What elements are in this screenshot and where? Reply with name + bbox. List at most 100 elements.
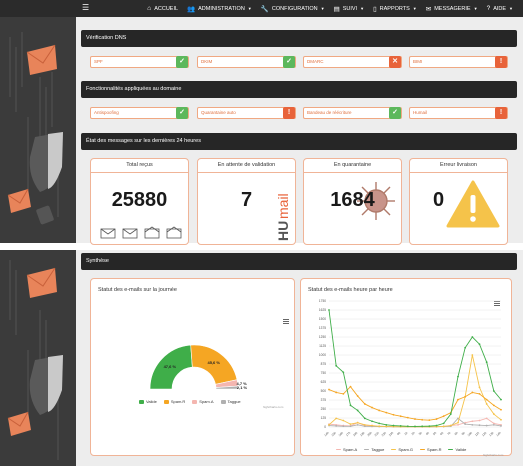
- legend-item[interactable]: Valide: [448, 447, 466, 452]
- data-point[interactable]: [457, 398, 459, 401]
- data-point[interactable]: [471, 391, 474, 394]
- data-point[interactable]: [428, 419, 431, 422]
- data-point[interactable]: [492, 422, 495, 425]
- data-point[interactable]: [457, 375, 459, 378]
- data-point[interactable]: [464, 395, 467, 398]
- data-point[interactable]: [414, 425, 416, 428]
- data-point[interactable]: [392, 413, 395, 416]
- legend-item[interactable]: Spam.R: [163, 399, 185, 404]
- data-point[interactable]: [471, 336, 474, 338]
- donut-slice-taggue[interactable]: [215, 385, 239, 390]
- legend-item[interactable]: Spam.R: [420, 447, 441, 452]
- data-point[interactable]: [385, 425, 388, 428]
- data-point[interactable]: [363, 425, 366, 428]
- data-point[interactable]: [485, 424, 488, 427]
- data-point[interactable]: [478, 424, 481, 427]
- data-point[interactable]: [442, 425, 445, 428]
- data-point[interactable]: [449, 413, 452, 415]
- data-point[interactable]: [421, 418, 424, 421]
- data-point[interactable]: [435, 424, 438, 427]
- legend-item[interactable]: Spam.A: [192, 399, 214, 404]
- data-point[interactable]: [335, 391, 338, 394]
- data-point[interactable]: [442, 415, 445, 418]
- data-point[interactable]: [500, 425, 502, 427]
- feature-humail[interactable]: Humail!: [409, 107, 508, 119]
- data-point[interactable]: [485, 398, 488, 401]
- series-line-spamr[interactable]: [328, 385, 502, 421]
- nav-item-aide[interactable]: ? AIDE ▼: [487, 5, 513, 12]
- data-point[interactable]: [399, 415, 402, 418]
- dns-check-spf[interactable]: SPF ✓: [90, 56, 189, 68]
- legend-item[interactable]: Valide: [139, 399, 157, 404]
- legend-item[interactable]: Taggue: [220, 399, 241, 404]
- legend-item[interactable]: Spam.A: [336, 447, 357, 452]
- data-point[interactable]: [492, 423, 495, 426]
- data-point[interactable]: [392, 424, 395, 427]
- data-point[interactable]: [457, 421, 459, 424]
- data-point[interactable]: [449, 424, 452, 427]
- data-point[interactable]: [442, 422, 445, 425]
- data-point[interactable]: [435, 418, 438, 420]
- data-point[interactable]: [478, 343, 481, 346]
- feature-bandeau-de-r-criture[interactable]: Bandeau de réécriture ✓: [303, 107, 402, 119]
- data-point[interactable]: [363, 417, 366, 420]
- data-point[interactable]: [471, 423, 474, 426]
- data-point[interactable]: [378, 425, 381, 428]
- nav-item-administration[interactable]: 👥 ADMINISTRATION ▼: [187, 5, 252, 13]
- data-point[interactable]: [349, 423, 352, 426]
- data-point[interactable]: [406, 416, 409, 419]
- data-point[interactable]: [492, 413, 495, 415]
- data-point[interactable]: [478, 392, 481, 395]
- chart-menu-icon[interactable]: [283, 319, 289, 324]
- dns-check-dkim[interactable]: DKIM ✓: [197, 56, 296, 68]
- data-point[interactable]: [349, 385, 352, 388]
- data-point[interactable]: [464, 421, 467, 424]
- legend-item[interactable]: Spam.G: [391, 447, 413, 452]
- data-point[interactable]: [363, 403, 366, 405]
- data-point[interactable]: [335, 364, 338, 367]
- data-point[interactable]: [464, 346, 467, 349]
- data-point[interactable]: [414, 418, 416, 420]
- nav-item-messagerie[interactable]: ✉ MESSAGERIE ▼: [426, 5, 478, 13]
- hamburger-menu-icon[interactable]: ☰: [82, 3, 90, 12]
- data-point[interactable]: [421, 425, 424, 428]
- data-point[interactable]: [335, 425, 338, 427]
- chart-menu-icon[interactable]: [494, 301, 500, 306]
- data-point[interactable]: [471, 420, 474, 423]
- data-point[interactable]: [385, 423, 388, 426]
- data-point[interactable]: [335, 417, 338, 420]
- data-point[interactable]: [478, 386, 481, 389]
- nav-item-accueil[interactable]: ⌂ ACCUEIL: [147, 5, 178, 12]
- data-point[interactable]: [492, 390, 495, 392]
- data-point[interactable]: [485, 403, 488, 405]
- feature-quarantaine-auto[interactable]: Quarantaine auto!: [197, 107, 296, 119]
- data-point[interactable]: [356, 395, 359, 397]
- data-point[interactable]: [328, 423, 330, 426]
- data-point[interactable]: [500, 398, 502, 401]
- feature-antispoofing[interactable]: Antispoofing ✓: [90, 107, 189, 119]
- data-point[interactable]: [485, 361, 488, 364]
- data-point[interactable]: [500, 408, 502, 411]
- data-point[interactable]: [464, 423, 467, 426]
- data-point[interactable]: [378, 422, 381, 425]
- data-point[interactable]: [342, 392, 345, 395]
- data-point[interactable]: [500, 418, 502, 421]
- data-point[interactable]: [356, 409, 359, 412]
- data-point[interactable]: [371, 424, 373, 427]
- data-point[interactable]: [349, 404, 352, 407]
- data-point[interactable]: [371, 420, 373, 423]
- data-point[interactable]: [328, 309, 330, 311]
- data-point[interactable]: [356, 421, 359, 424]
- data-point[interactable]: [471, 354, 474, 356]
- data-point[interactable]: [349, 425, 352, 428]
- legend-item[interactable]: Taggue: [364, 447, 384, 452]
- nav-item-configuration[interactable]: 🔧 CONFIGURATION ▼: [261, 5, 325, 13]
- data-point[interactable]: [378, 409, 381, 412]
- data-point[interactable]: [485, 417, 488, 420]
- dns-check-dmarc[interactable]: DMARC ✕: [303, 56, 402, 68]
- data-point[interactable]: [356, 423, 359, 426]
- data-point[interactable]: [492, 404, 495, 407]
- data-point[interactable]: [478, 419, 481, 422]
- data-point[interactable]: [342, 371, 345, 374]
- data-point[interactable]: [342, 419, 345, 422]
